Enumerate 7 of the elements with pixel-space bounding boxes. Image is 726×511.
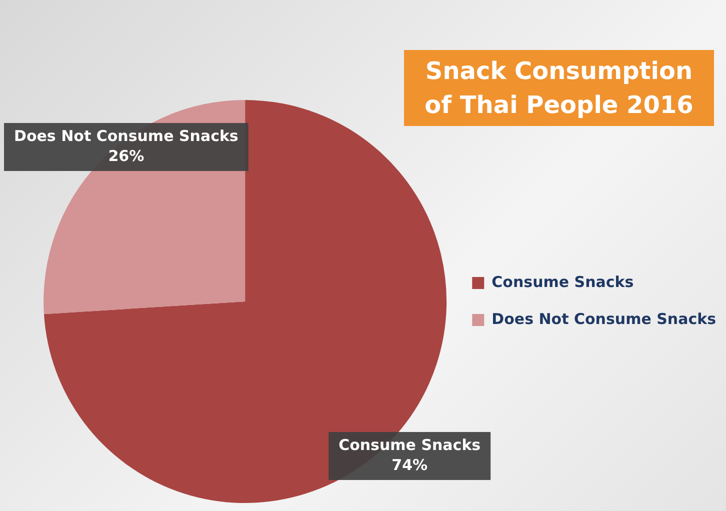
slice-label: Consume Snacks [338,436,481,454]
slice-label: Does Not Consume Snacks [14,126,238,145]
legend-label: Consume Snacks [492,272,634,291]
legend-label: Does Not Consume Snacks [492,310,716,328]
chart-title: Snack Consumption of Thai People 2016 [404,50,714,126]
data-label: 74% [392,456,428,474]
data-label: 26% [108,146,144,165]
